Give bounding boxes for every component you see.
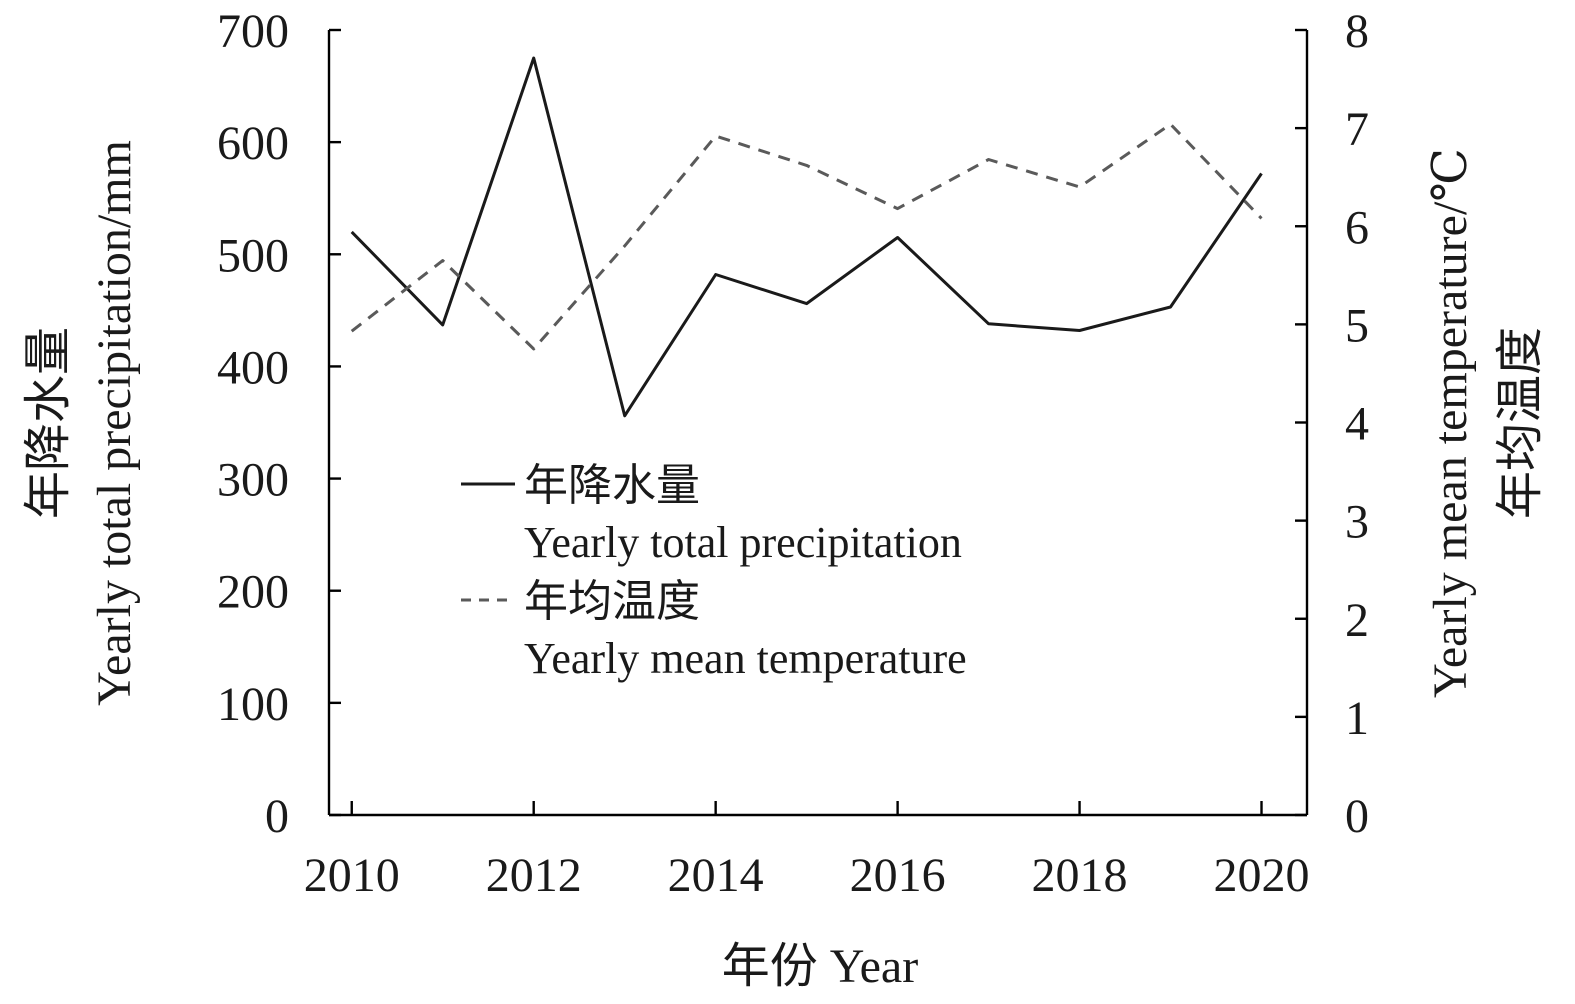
x-tick-label: 2016	[850, 849, 946, 902]
axis-titles: 年份 Year 年降水量 Yearly total precipitation/…	[22, 140, 1547, 993]
right-y-tick-label: 6	[1345, 201, 1369, 254]
right-y-ticks: 0 1 2 3 4 5 6 7 8	[1295, 5, 1369, 843]
left-y-tick-label: 300	[217, 454, 289, 507]
left-y-tick-label: 700	[217, 5, 289, 58]
right-y-tick-label: 7	[1345, 103, 1369, 156]
x-tick-label: 2014	[668, 849, 764, 902]
axes	[327, 30, 1309, 817]
x-tick-label: 2012	[486, 849, 582, 902]
x-axis-title: 年份 Year	[722, 940, 918, 993]
legend-label-temperature-en: Yearly mean temperature	[524, 634, 967, 683]
right-y-axis-title-en: Yearly mean temperature/℃	[1424, 148, 1477, 698]
legend: 年降水量 Yearly total precipitation 年均温度 Yea…	[461, 461, 967, 683]
series-layer	[350, 56, 1263, 418]
x-tick-label: 2018	[1032, 849, 1128, 902]
left-y-tick-label: 600	[217, 117, 289, 170]
x-tick-label: 2010	[304, 849, 400, 902]
x-tick-label: 2020	[1214, 849, 1310, 902]
left-y-axis-title-en: Yearly total precipitation/mm	[88, 140, 141, 706]
right-y-tick-label: 0	[1345, 790, 1369, 843]
legend-label-precipitation-cn: 年降水量	[524, 461, 700, 510]
right-y-tick-label: 8	[1345, 5, 1369, 58]
left-y-axis-title-cn: 年降水量	[22, 327, 75, 519]
left-y-tick-label: 100	[217, 678, 289, 731]
series-line-temperature	[350, 122, 1263, 351]
legend-label-temperature-cn: 年均温度	[524, 577, 700, 626]
right-y-tick-label: 2	[1345, 594, 1369, 647]
legend-label-precipitation-en: Yearly total precipitation	[524, 518, 962, 567]
right-y-tick-label: 5	[1345, 299, 1369, 352]
left-y-tick-label: 0	[265, 790, 289, 843]
left-y-ticks: 0 100 200 300 400 500 600 700	[217, 5, 341, 843]
left-y-tick-label: 400	[217, 341, 289, 394]
series-line-precipitation	[350, 56, 1263, 418]
left-y-tick-label: 500	[217, 229, 289, 282]
right-y-tick-label: 1	[1345, 692, 1369, 745]
x-ticks: 2010 2012 2014 2016 2018 2020	[304, 801, 1310, 902]
right-y-axis-title-cn: 年均温度	[1494, 327, 1547, 519]
left-y-tick-label: 200	[217, 566, 289, 619]
right-y-tick-label: 4	[1345, 398, 1369, 451]
right-y-tick-label: 3	[1345, 496, 1369, 549]
